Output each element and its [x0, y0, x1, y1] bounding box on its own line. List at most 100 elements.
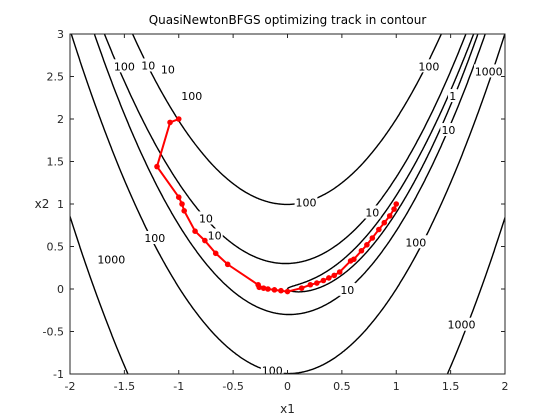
- contour-label: 10: [365, 207, 379, 220]
- contour-label-bg: [206, 228, 223, 242]
- x-tick-label: -0.5: [222, 380, 243, 393]
- track-point: [271, 287, 278, 293]
- contour-label: 100: [262, 365, 283, 378]
- contour-label-bg: [197, 211, 215, 225]
- contour-label-bg: [159, 62, 176, 76]
- contour-label-bg: [446, 317, 477, 331]
- contour-label-bg: [404, 235, 428, 249]
- track-point: [175, 194, 182, 200]
- track-point: [386, 213, 393, 219]
- track-point: [179, 201, 185, 207]
- track-point: [376, 226, 382, 233]
- track-point: [154, 163, 160, 170]
- contour-label-bg: [260, 363, 284, 377]
- track-point: [175, 116, 182, 122]
- contour-label: 10: [161, 64, 175, 77]
- track-point: [167, 119, 173, 126]
- track-point: [351, 256, 357, 263]
- contour-label: 10: [141, 59, 155, 72]
- contour-label-bg: [140, 58, 157, 72]
- track-point: [364, 242, 370, 248]
- contour-label-bg: [143, 231, 167, 244]
- contour-label: 1: [449, 90, 456, 103]
- track-point: [192, 228, 198, 234]
- contour-label-bg: [180, 89, 204, 103]
- contour-label: 100: [405, 236, 426, 249]
- x-tick-label: 1.5: [442, 380, 460, 393]
- contour-label-bg: [440, 123, 457, 137]
- contour-label: 100: [418, 60, 439, 73]
- y-axis-ticks: -1 -0.5 0 0.5 1 1.5 2 2.5 3: [43, 28, 505, 381]
- track-point: [369, 235, 376, 241]
- contour-line-100-lower: [70, 34, 505, 374]
- x-tick-label: 2: [502, 380, 509, 393]
- x-axis-label: x1: [280, 402, 295, 416]
- y-tick-label: 1.5: [47, 156, 65, 169]
- contour-label-bg: [294, 195, 318, 209]
- track-point: [326, 275, 332, 281]
- contour-label: 10: [340, 284, 354, 297]
- track-point: [391, 206, 397, 212]
- track-line: [155, 118, 398, 293]
- track-point: [393, 201, 400, 207]
- y-tick-label: -0.5: [43, 326, 64, 339]
- x-tick-label: -2: [65, 380, 76, 393]
- contour-line-10-lower: [93, 34, 486, 316]
- y-axis-label: x2: [35, 197, 50, 211]
- contour-label: 100: [114, 60, 135, 73]
- track-point: [284, 288, 291, 295]
- contour-label-bg: [473, 64, 504, 78]
- track-point: [181, 208, 187, 214]
- y-tick-label: 1: [57, 198, 64, 211]
- y-tick-label: -1: [53, 368, 64, 381]
- optimization-track: [154, 116, 400, 295]
- contour-label: 1000: [475, 65, 503, 78]
- track-point: [260, 285, 267, 291]
- x-tick-label: 0: [284, 380, 291, 393]
- track-point: [358, 247, 365, 254]
- contour-label-bg: [96, 252, 127, 266]
- track-point: [314, 280, 320, 286]
- contour-line-1: [286, 34, 479, 293]
- track-point: [298, 285, 305, 291]
- contour-label-bg: [339, 282, 356, 296]
- track-point: [320, 277, 327, 284]
- track-point: [331, 272, 338, 279]
- track-point: [278, 287, 284, 294]
- contour-label-bg: [112, 59, 136, 73]
- contour-label-bg: [448, 89, 458, 103]
- contour-label: 10: [208, 229, 222, 242]
- track-point: [202, 237, 208, 244]
- x-axis-ticks: -2 -1.5 -1 -0.5 0 0.5 1 1.5 2: [65, 34, 509, 393]
- contour-line-10-upper: [103, 34, 467, 265]
- y-tick-label: 0.5: [47, 241, 65, 254]
- contour-label: 100: [295, 196, 316, 209]
- x-tick-label: -1.5: [114, 380, 135, 393]
- y-tick-label: 0: [57, 283, 64, 296]
- contour-labels: 100 10 10 100 10 10 100 1000 100 10 10 100 100 1000 10…: [96, 58, 504, 378]
- track-point: [256, 284, 263, 291]
- contour-line-100-upper: [131, 34, 443, 206]
- track-point: [265, 286, 271, 292]
- contour-label: 1000: [97, 253, 125, 266]
- track-point: [307, 281, 314, 288]
- contour-label: 100: [144, 232, 165, 245]
- contour-label: 100: [181, 90, 202, 103]
- contour-line-1000-lower: [70, 214, 505, 374]
- contour-label-bg: [364, 205, 381, 219]
- contour-label-bg: [417, 59, 441, 73]
- y-tick-label: 3: [57, 28, 64, 41]
- contour-label: 1000: [448, 319, 476, 332]
- track-point: [381, 219, 388, 226]
- contour-label: 10: [199, 212, 213, 225]
- x-tick-label: -1: [173, 380, 184, 393]
- track-point: [336, 269, 343, 275]
- x-tick-label: 1: [393, 380, 400, 393]
- x-tick-label: 0.5: [333, 380, 351, 393]
- chart-title: QuasiNewtonBFGS optimizing track in cont…: [149, 13, 427, 27]
- contour-label: 10: [441, 124, 455, 137]
- y-tick-label: 2.5: [47, 71, 65, 84]
- y-tick-label: 2: [57, 113, 64, 126]
